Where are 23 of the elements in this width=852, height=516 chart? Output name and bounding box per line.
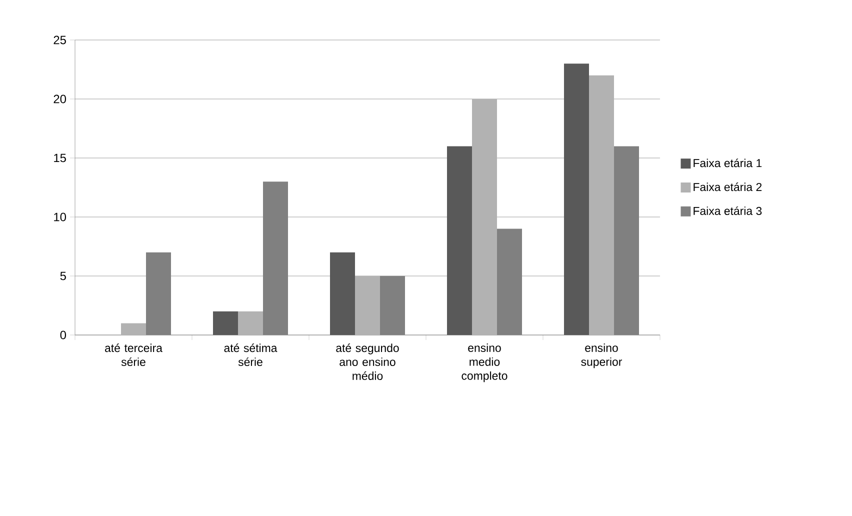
legend-label: Faixa etária 1	[694, 158, 762, 168]
bar	[213, 311, 238, 335]
bar	[355, 276, 380, 335]
bar	[472, 98, 497, 335]
bar	[589, 75, 614, 335]
y-tick-label: 5	[60, 272, 66, 280]
y-tick-label: 15	[54, 154, 66, 162]
legend-label: Faixa etária 3	[694, 206, 762, 215]
bar	[330, 252, 355, 335]
x-tick-label: até segundo ano ensino médio	[336, 344, 399, 380]
bar	[238, 311, 263, 335]
bar	[121, 323, 146, 335]
y-tick-label: 25	[54, 36, 66, 44]
x-tick-label: ensino medio completo	[462, 344, 508, 382]
x-tick-label: até sétima série	[224, 344, 278, 366]
legend-label: Faixa etária 2	[694, 182, 762, 192]
y-tick-label: 0	[60, 330, 66, 340]
bar	[564, 64, 590, 335]
y-tick-label: 10	[54, 212, 66, 222]
x-tick-label: até terceira série	[105, 344, 162, 366]
x-tick-label: ensino superior	[581, 344, 622, 368]
bar	[447, 146, 472, 335]
y-tick-label: 20	[54, 94, 66, 104]
